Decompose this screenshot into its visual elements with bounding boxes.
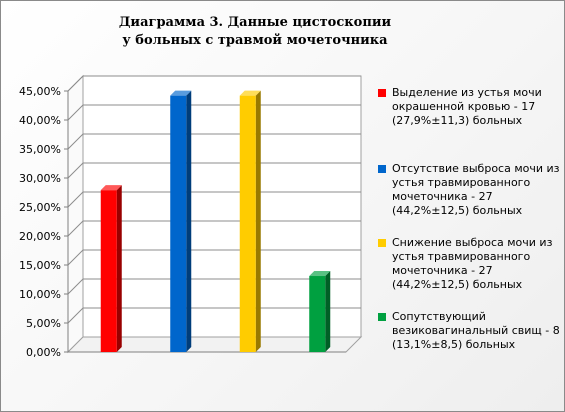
legend-text-4: Сопутствующий везиковагинальный свищ - 8… [392,310,562,352]
legend-line: мочеточника - 27 [392,190,493,203]
legend-text-2: Отсутствие выброса мочи из устья травмир… [392,162,562,218]
legend-line: Сопутствующий [392,310,486,323]
legend-line: Отсутствие выброса мочи из [392,162,560,175]
y-tick-label: 35,00% [19,143,61,156]
y-tick-label: 0,00% [26,346,61,359]
bar-top-2 [170,90,192,96]
bar-side-4 [325,271,331,352]
legend-line: (27,9%±11,3) больных [392,114,523,127]
gridline [67,133,361,150]
y-tick-label: 5,00% [26,317,61,330]
legend-swatch-4 [378,313,386,321]
y-tick-label: 10,00% [19,288,61,301]
legend-swatch-1 [378,89,386,97]
gridline [67,191,361,208]
y-tick-label: 40,00% [19,114,61,127]
legend-text-3: Снижение выброса мочи из устья травмиров… [392,236,562,292]
bar-top-1 [100,185,122,191]
gridline [67,278,361,295]
chart-title: Диаграмма 3. Данные цистоскопии у больны… [110,14,400,50]
gridline [67,162,361,179]
gridline [67,249,361,266]
bar-side-3 [255,90,261,352]
bar-side-1 [116,185,122,352]
y-tick-label: 25,00% [19,201,61,214]
bar-3 [239,95,256,352]
bar-top-4 [309,271,331,277]
legend-swatch-2 [378,165,386,173]
legend-line: устья травмированного [392,250,531,263]
y-tick-label: 20,00% [19,230,61,243]
legend-line: устья травмированного [392,176,531,189]
chart-title-line-2: у больных с травмой мочеточника [122,33,388,48]
legend-line: Снижение выброса мочи из [392,236,553,249]
legend-line: Выделение из устья мочи [392,86,542,99]
bar-side-2 [186,90,192,352]
legend-line: окрашенной кровью - 17 [392,100,536,113]
bar-4 [309,276,326,352]
legend-line: мочеточника - 27 [392,264,493,277]
y-tick-label: 45,00% [19,85,61,98]
legend-swatch-3 [378,239,386,247]
legend-text-1: Выделение из устья мочи окрашенной кровь… [392,86,562,128]
y-tick-label: 15,00% [19,259,61,272]
gridline [67,75,361,92]
gridline [67,220,361,237]
bar-1 [100,190,117,352]
chart-title-line-1: Диаграмма 3. Данные цистоскопии [118,15,392,30]
legend-line: (44,2%±12,5) больных [392,278,523,291]
legend-line: везиковагинальный свищ - 8 [392,324,560,337]
legend-line: (44,2%±12,5) больных [392,204,523,217]
y-tick-label: 30,00% [19,172,61,185]
gridline [67,104,361,121]
bar-2 [170,95,187,352]
bar-top-3 [239,90,261,96]
gridline [67,307,361,324]
legend-line: (13,1%±8,5) больных [392,338,516,351]
